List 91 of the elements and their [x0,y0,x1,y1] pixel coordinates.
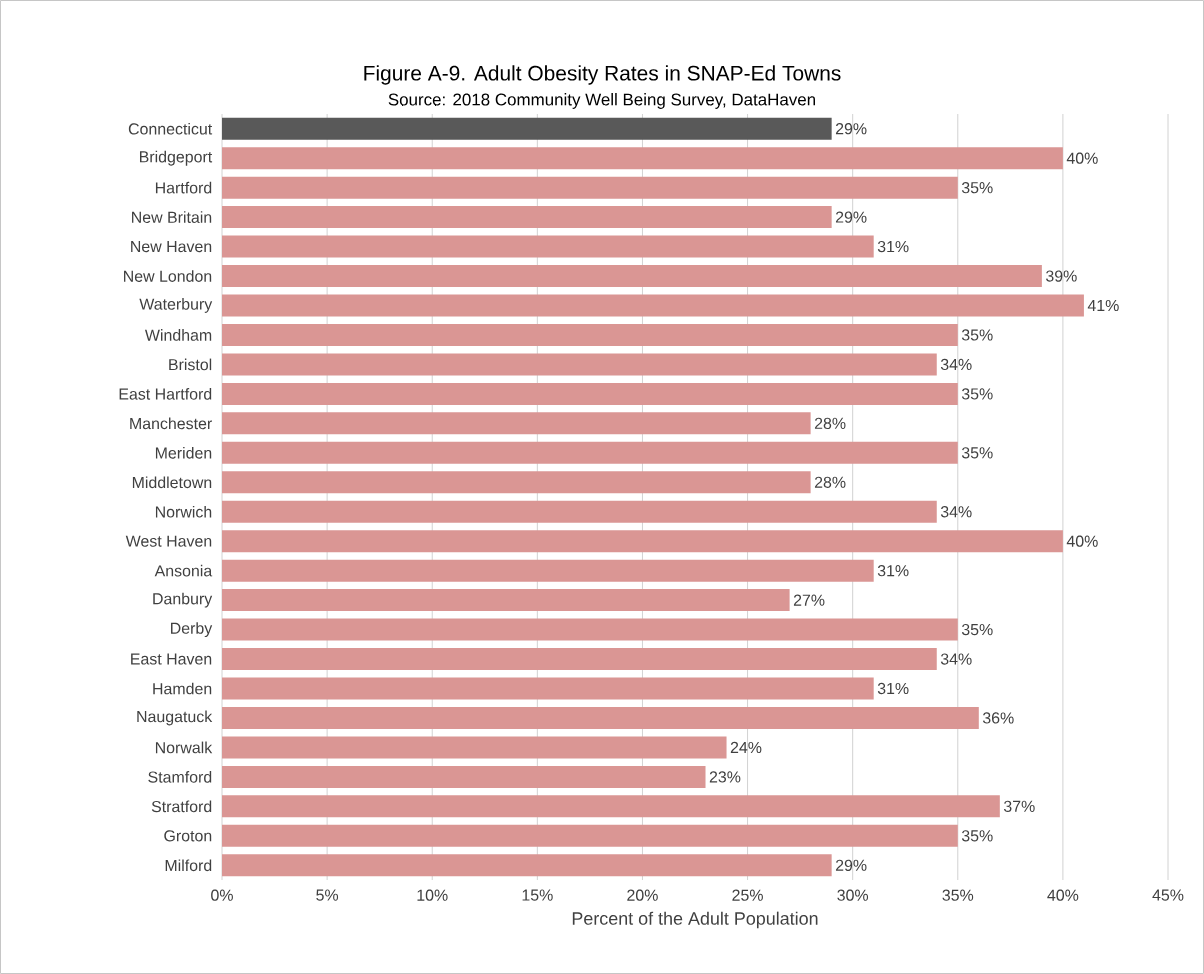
x-tick-label: 45% [1152,889,1184,901]
bar [222,765,706,788]
bar [222,795,1000,818]
x-tick-label: 5% [316,889,339,901]
data-label: 34% [940,653,972,665]
y-tick-label: East Hartford [119,388,212,400]
x-tick-label: 0% [211,889,233,901]
data-label: 35% [961,182,993,194]
data-label: 27% [793,594,825,606]
y-tick-label: Bristol [169,358,212,371]
data-label: 35% [961,447,993,459]
bar [222,824,958,847]
x-tick-label: 40% [1047,889,1079,901]
bar [222,176,958,199]
bar [222,677,874,700]
x-tick-label: 20% [627,889,658,901]
data-label: 35% [961,329,993,341]
bar [222,589,790,612]
y-tick-label: Windham [144,329,212,341]
y-tick-label: Ansonia [154,564,213,577]
x-tick-label: 25% [732,889,763,901]
y-tick-label: Hartford [155,181,212,194]
bar [222,117,832,140]
bar [222,530,1063,553]
y-tick-label: New Britain [132,211,212,223]
data-label: 31% [877,240,909,253]
y-tick-label: Danbury [153,592,213,608]
y-tick-label: New London [124,270,212,282]
data-label: 37% [1003,800,1035,812]
bar [222,265,1042,288]
data-label: 34% [940,358,972,371]
y-tick-label: East Haven [131,653,212,665]
bar [222,353,937,376]
y-tick-label: Derby [171,622,213,638]
y-tick-label: Stamford [148,771,212,783]
data-label: 24% [730,741,762,754]
data-label: 41% [1087,299,1119,312]
bar [222,441,958,464]
data-label: 40% [1066,535,1098,547]
y-tick-label: Bridgeport [140,150,213,166]
data-label: 28% [814,476,846,488]
data-label: 28% [814,417,846,429]
bar [222,206,832,229]
y-tick-label: New Haven [131,241,212,253]
x-tick-label: 30% [837,889,869,901]
data-label: 35% [961,623,993,636]
y-tick-label: Middletown [132,476,212,489]
bar [222,147,1063,170]
y-tick-label: Norwalk [155,741,213,754]
data-label: 36% [982,712,1014,724]
y-tick-label: Waterbury [139,298,213,313]
y-tick-label: Milford [165,859,212,872]
bar [222,294,1084,317]
bar [222,412,811,435]
y-tick-label: Norwich [155,505,212,518]
data-label: 34% [940,506,972,518]
x-tick-label: 10% [417,889,448,901]
bar [222,382,958,405]
bar [222,471,811,494]
data-label: 29% [835,859,867,871]
bar [222,559,874,582]
chart-title: Figure A-9. Adult Obesity Rates in SNAP-Ed Towns [364,65,841,85]
data-label: 29% [835,211,867,223]
data-label: 39% [1046,270,1077,282]
bar [222,648,937,671]
data-label: 29% [835,123,867,135]
data-label: 35% [961,388,993,400]
bar [222,618,958,641]
y-tick-label: Manchester [130,417,212,430]
y-tick-label: West Haven [125,535,212,547]
chart-subtitle: Source: 2018 Community Well Being Survey, DataHaven [388,93,815,109]
bar [222,706,979,729]
x-tick-label: 35% [942,889,974,901]
data-label: 40% [1066,152,1098,164]
y-tick-label: Connecticut [128,122,213,135]
bar [222,854,832,877]
data-label: 35% [961,830,993,842]
data-label: 31% [877,565,909,577]
data-label: 23% [709,771,741,783]
x-tick-label: 15% [522,889,553,901]
y-tick-label: Naugatuck [137,710,213,726]
y-tick-label: Groton [164,830,212,842]
y-tick-label: Stratford [151,800,212,813]
bar [222,736,727,759]
bar [222,235,874,258]
data-label: 31% [877,682,909,695]
x-axis-title: Percent of the Adult Population [572,911,818,929]
bar [222,323,958,346]
bar [222,500,937,523]
y-tick-label: Meriden [155,446,212,459]
y-tick-label: Hamden [153,682,212,695]
